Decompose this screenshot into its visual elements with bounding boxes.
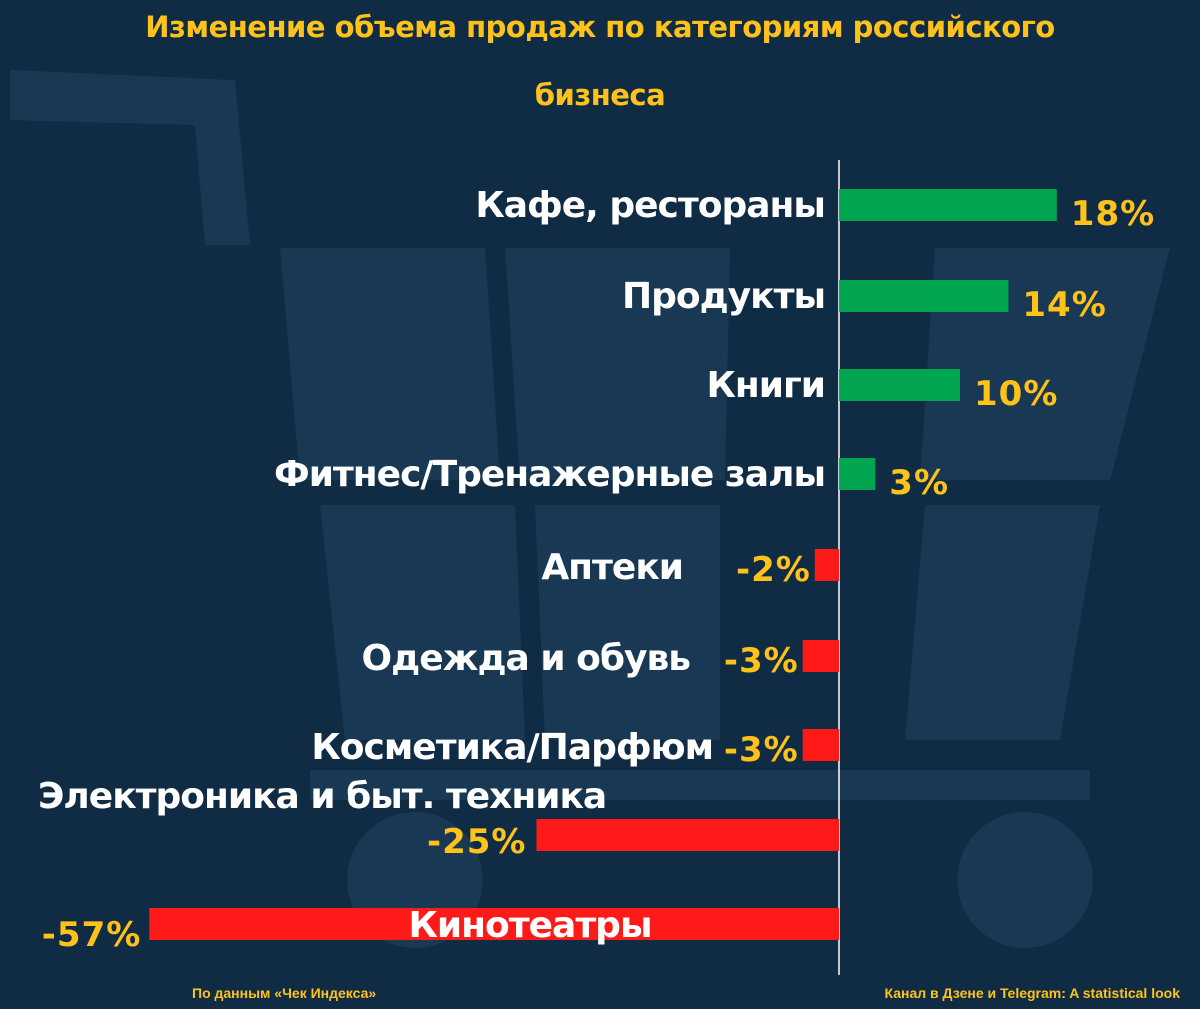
category-label-6: Одежда и обувь bbox=[362, 638, 691, 679]
category-label-8: Электроника и быт. техника bbox=[38, 776, 606, 817]
value-label-4: 3% bbox=[889, 463, 949, 503]
category-label-7: Косметика/Парфюм bbox=[311, 727, 713, 768]
cart-panel bbox=[280, 248, 500, 480]
cart-handle bbox=[10, 70, 250, 245]
cart-base bbox=[310, 770, 1090, 800]
bar-3 bbox=[839, 369, 960, 401]
category-label-9: Кинотеатры bbox=[408, 905, 651, 946]
category-label-3: Книги bbox=[706, 365, 825, 406]
value-label-6: -3% bbox=[724, 641, 799, 681]
footer-channel: Канал в Дзене и Telegram: A statistical … bbox=[884, 985, 1180, 1001]
chart-title-line-2: бизнеса bbox=[534, 78, 666, 112]
value-label-8: -25% bbox=[427, 822, 527, 862]
bar-7 bbox=[802, 729, 839, 761]
bar-6 bbox=[802, 640, 839, 672]
cart-panel bbox=[535, 505, 720, 740]
value-label-5: -2% bbox=[736, 550, 811, 590]
cart-panel bbox=[320, 505, 525, 740]
bar-8 bbox=[536, 819, 839, 851]
value-label-2: 14% bbox=[1022, 285, 1106, 325]
bar-5 bbox=[814, 549, 839, 581]
value-label-7: -3% bbox=[724, 730, 799, 770]
category-label-5: Аптеки bbox=[541, 547, 683, 588]
footer-source: По данным «Чек Индекса» bbox=[192, 985, 377, 1001]
bar-9 bbox=[149, 908, 840, 940]
bar-2 bbox=[839, 280, 1009, 312]
category-label-1: Кафе, рестораны bbox=[475, 185, 825, 226]
value-label-1: 18% bbox=[1071, 194, 1155, 234]
category-label-2: Продукты bbox=[622, 276, 825, 317]
value-label-3: 10% bbox=[974, 374, 1058, 414]
cart-panel bbox=[905, 505, 1100, 740]
bar-1 bbox=[839, 189, 1057, 221]
cart-wheel bbox=[957, 812, 1093, 948]
category-label-4: Фитнес/Тренажерные залы bbox=[274, 454, 825, 495]
chart-title-line-1: Изменение объема продаж по категориям ро… bbox=[145, 10, 1055, 44]
value-label-9: -57% bbox=[42, 915, 142, 955]
cart-panel bbox=[505, 248, 730, 480]
bar-4 bbox=[839, 458, 876, 490]
